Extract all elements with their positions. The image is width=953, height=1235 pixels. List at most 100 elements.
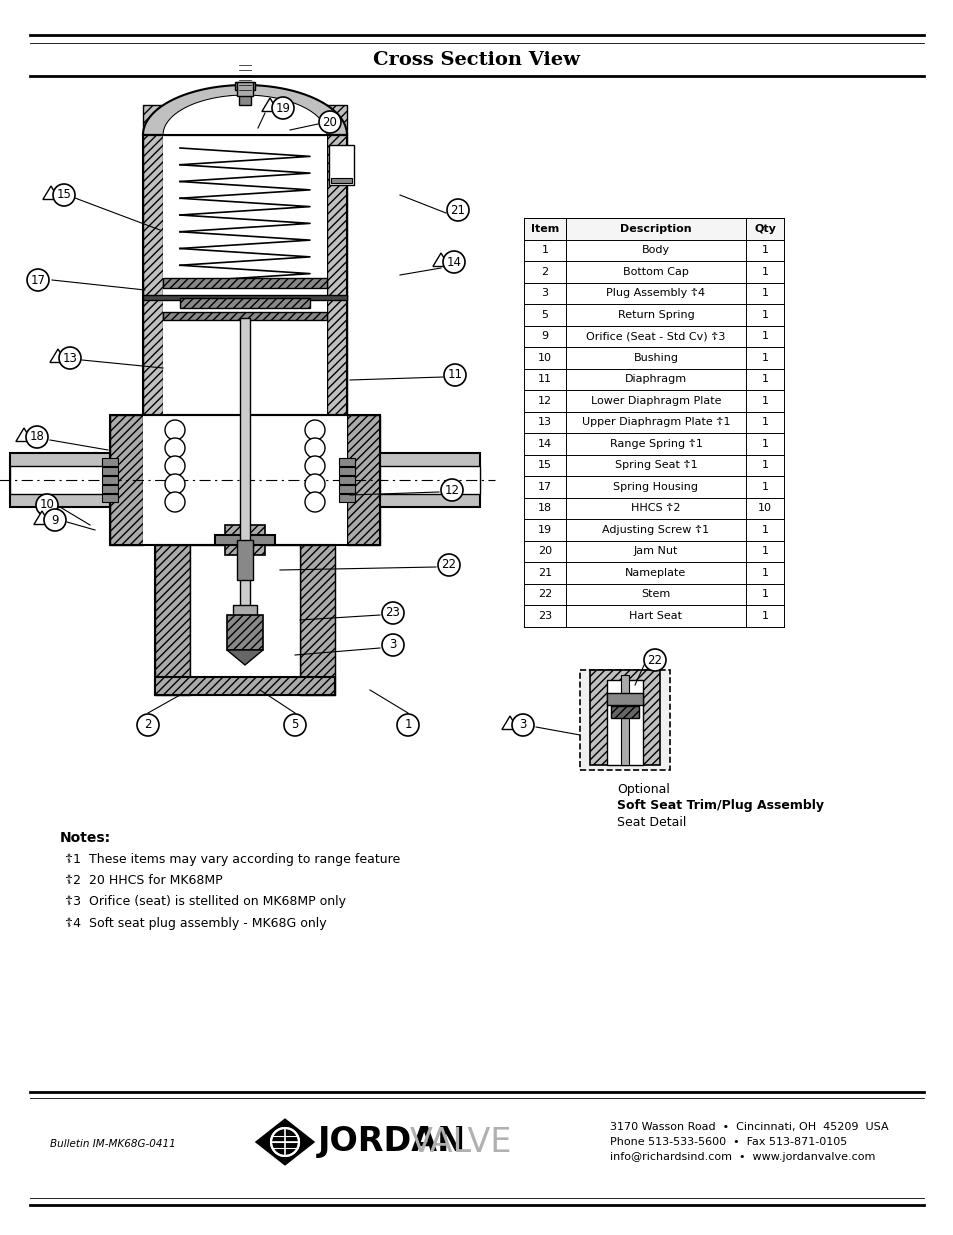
Bar — [523, 304, 783, 326]
Text: 22: 22 — [537, 589, 552, 599]
Bar — [338, 485, 355, 493]
Bar — [225, 525, 265, 555]
Text: 22: 22 — [647, 653, 661, 667]
Text: 12: 12 — [444, 483, 459, 496]
Text: 23: 23 — [537, 611, 552, 621]
Bar — [523, 390, 783, 411]
Text: 2: 2 — [541, 267, 548, 277]
Circle shape — [437, 555, 459, 576]
Polygon shape — [227, 650, 263, 664]
Polygon shape — [143, 85, 347, 135]
Bar — [331, 178, 352, 183]
Text: Seat Detail: Seat Detail — [617, 815, 685, 829]
Circle shape — [305, 420, 325, 440]
Polygon shape — [43, 186, 59, 200]
Text: Notes:: Notes: — [60, 831, 111, 845]
Circle shape — [396, 714, 418, 736]
Text: 23: 23 — [385, 606, 400, 620]
Bar — [523, 240, 783, 261]
Bar — [523, 326, 783, 347]
Bar — [523, 583, 783, 605]
Bar — [347, 415, 379, 545]
Bar — [338, 458, 355, 466]
Bar — [239, 85, 251, 105]
Text: 13: 13 — [63, 352, 77, 364]
Text: 1: 1 — [760, 525, 768, 535]
Bar — [236, 82, 253, 96]
Circle shape — [53, 184, 75, 206]
Polygon shape — [16, 429, 32, 441]
Bar — [523, 541, 783, 562]
Circle shape — [165, 438, 185, 458]
Text: 14: 14 — [446, 256, 461, 268]
Circle shape — [272, 98, 294, 119]
Text: 3: 3 — [541, 288, 548, 298]
Text: 11: 11 — [537, 374, 552, 384]
Circle shape — [165, 420, 185, 440]
Text: 1: 1 — [760, 267, 768, 277]
Text: 1: 1 — [760, 417, 768, 427]
Circle shape — [27, 269, 49, 291]
Bar — [523, 562, 783, 583]
Bar — [379, 466, 479, 494]
Circle shape — [442, 251, 464, 273]
Text: 9: 9 — [51, 514, 59, 526]
Bar — [10, 466, 110, 494]
Bar — [523, 261, 783, 283]
Text: 19: 19 — [275, 101, 291, 115]
Text: Orifice (Seat - Std Cv) ☦3: Orifice (Seat - Std Cv) ☦3 — [586, 331, 725, 341]
Polygon shape — [501, 716, 517, 730]
Bar — [154, 677, 335, 695]
Text: Stem: Stem — [640, 589, 670, 599]
Text: Qty: Qty — [753, 224, 775, 233]
Bar — [163, 278, 327, 288]
Bar — [523, 498, 783, 519]
Circle shape — [271, 1128, 298, 1156]
Circle shape — [165, 492, 185, 513]
Text: Bushing: Bushing — [633, 353, 678, 363]
Bar — [154, 545, 190, 695]
Text: info@richardsind.com  •  www.jordanvalve.com: info@richardsind.com • www.jordanvalve.c… — [609, 1152, 875, 1162]
Text: Bulletin IM-MK68G-0411: Bulletin IM-MK68G-0411 — [50, 1139, 175, 1149]
Circle shape — [44, 509, 66, 531]
Bar — [606, 680, 642, 764]
Text: 10: 10 — [39, 499, 54, 511]
Text: 15: 15 — [56, 189, 71, 201]
Text: Hart Seat: Hart Seat — [629, 611, 681, 621]
Text: 1: 1 — [760, 611, 768, 621]
Bar — [110, 415, 143, 545]
Text: Diaphragm: Diaphragm — [624, 374, 686, 384]
Circle shape — [318, 111, 340, 133]
Text: ☦4  Soft seat plug assembly - MK68G only: ☦4 Soft seat plug assembly - MK68G only — [65, 916, 326, 930]
Text: 1: 1 — [760, 589, 768, 599]
Bar — [379, 453, 479, 508]
Text: 1: 1 — [760, 461, 768, 471]
Text: 11: 11 — [447, 368, 462, 382]
Text: 10: 10 — [758, 503, 771, 514]
Bar — [154, 545, 335, 695]
Bar — [234, 82, 254, 90]
Bar — [329, 144, 354, 185]
Text: Nameplate: Nameplate — [625, 568, 686, 578]
Text: 1: 1 — [404, 719, 412, 731]
Bar — [102, 467, 118, 475]
Circle shape — [643, 650, 665, 671]
Text: 17: 17 — [30, 273, 46, 287]
Bar — [523, 219, 783, 240]
Polygon shape — [34, 511, 51, 525]
Bar — [338, 467, 355, 475]
Text: 2: 2 — [144, 719, 152, 731]
Text: Jam Nut: Jam Nut — [633, 546, 678, 556]
Text: Bottom Cap: Bottom Cap — [622, 267, 688, 277]
Bar — [606, 693, 642, 705]
Circle shape — [512, 714, 534, 736]
Bar — [523, 519, 783, 541]
Circle shape — [381, 634, 403, 656]
Text: 14: 14 — [537, 438, 552, 448]
Text: ☦3  Orifice (seat) is stellited on MK68MP only: ☦3 Orifice (seat) is stellited on MK68MP… — [65, 895, 346, 909]
Text: 3170 Wasson Road  •  Cincinnati, OH  45209  USA: 3170 Wasson Road • Cincinnati, OH 45209 … — [609, 1123, 887, 1132]
Bar — [102, 485, 118, 493]
Text: Description: Description — [619, 224, 691, 233]
Text: Item: Item — [530, 224, 558, 233]
Text: HHCS ☦2: HHCS ☦2 — [631, 503, 680, 514]
